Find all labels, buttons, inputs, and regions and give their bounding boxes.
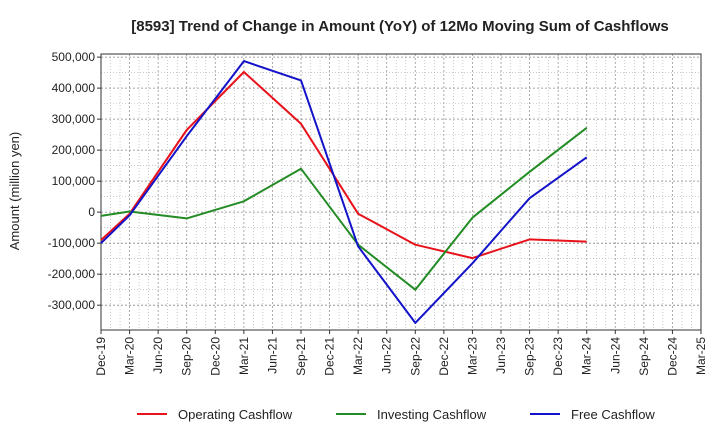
y-axis-ticks: 500,000 400,000 300,000 200,000 100,000 0 -100… (48, 50, 101, 312)
x-tick-label: Sep-24 (637, 337, 651, 376)
series-lines (100, 60, 588, 324)
y-tick-label: -100,000 (48, 236, 96, 250)
x-tick-label: Sep-20 (180, 337, 194, 376)
legend: Operating Cashflow Investing Cashflow Free… (137, 407, 655, 422)
y-tick-label: -200,000 (48, 267, 96, 281)
y-tick-label: 300,000 (52, 112, 96, 126)
x-tick-label: Mar-25 (694, 337, 708, 375)
x-tick-label: Jun-23 (494, 337, 508, 374)
plot-area (100, 53, 702, 331)
x-tick-label: Sep-22 (408, 337, 422, 376)
x-tick-label: Dec-22 (437, 337, 451, 376)
y-tick-label: 500,000 (52, 50, 96, 64)
legend-label: Free Cashflow (571, 407, 655, 422)
chart-title: [8593] Trend of Change in Amount (YoY) o… (131, 18, 669, 35)
y-axis-label: Amount (million yen) (7, 132, 22, 251)
x-tick-label: Mar-20 (123, 337, 137, 375)
x-tick-label: Dec-20 (208, 337, 222, 376)
y-tick-label: -300,000 (48, 298, 96, 312)
series-line-investing-cashflow (100, 127, 588, 291)
x-tick-label: Dec-24 (665, 337, 679, 376)
x-tick-label: Dec-21 (323, 337, 337, 376)
x-tick-label: Jun-20 (151, 337, 165, 374)
grid-lines (100, 54, 702, 330)
x-tick-label: Dec-19 (94, 337, 108, 376)
x-tick-label: Sep-23 (523, 337, 537, 376)
legend-label: Investing Cashflow (377, 407, 487, 422)
y-tick-label: 200,000 (52, 143, 96, 157)
x-tick-label: Mar-21 (237, 337, 251, 375)
legend-label: Operating Cashflow (178, 407, 293, 422)
x-tick-label: Mar-22 (351, 337, 365, 375)
x-tick-label: Jun-24 (608, 337, 622, 374)
y-tick-label: 400,000 (52, 81, 96, 95)
x-tick-label: Jun-22 (380, 337, 394, 374)
y-tick-label: 100,000 (52, 174, 96, 188)
series-line-free-cashflow (100, 60, 588, 324)
x-tick-label: Sep-21 (294, 337, 308, 376)
x-tick-label: Dec-23 (551, 337, 565, 376)
series-line-operating-cashflow (100, 71, 587, 260)
x-tick-label: Mar-23 (465, 337, 479, 375)
x-axis-ticks: Dec-19 Mar-20 Jun-20 Sep-20 Dec-20 Mar-21 Jun-… (94, 330, 708, 376)
y-tick-label: 0 (88, 205, 95, 219)
x-tick-label: Mar-24 (580, 337, 594, 375)
x-tick-label: Jun-21 (265, 337, 279, 374)
